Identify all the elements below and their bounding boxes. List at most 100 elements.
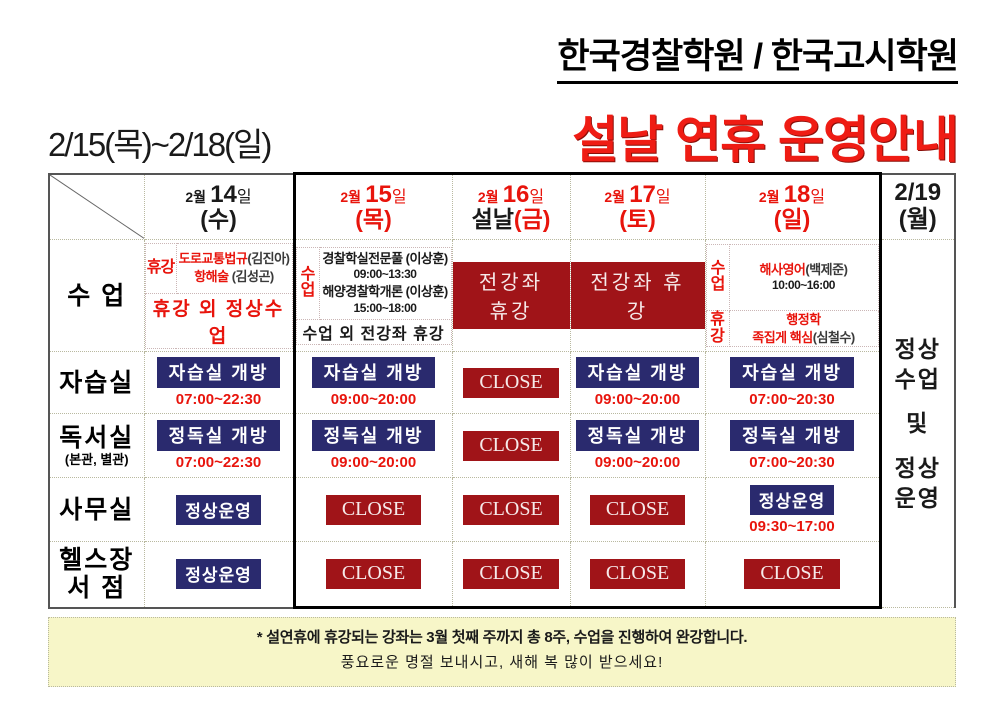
office-cell-feb17: CLOSE [569,477,706,542]
weekday-label: (수) [200,205,237,232]
footer-notes: * 설연휴에 휴강되는 강좌는 3월 첫째 주까지 총 8주, 수업을 진행하여… [48,617,956,687]
status-badge-close: CLOSE [589,559,686,589]
status-badge-open: 자습실 개방 [311,357,436,388]
weekday-label: (금) [513,205,551,232]
footer-line-2: 풍요로운 명절 보내시고, 새해 복 많이 받으세요! [340,654,664,671]
class-detail-list: 경찰학실전문풀 (이상훈) 09:00~13:30 해양경찰학개론 (이상훈) … [318,246,452,320]
row-class: 수 업 휴강 도로교통법규(김진아) 항해술 (김성곤) 휴강 외 정상수업 [48,239,956,608]
weekday-label: (월) [898,205,937,233]
class-tag-suspended: 휴강 [144,242,177,294]
date-label: 2/19 [894,178,942,206]
day-number: 14 [210,180,237,208]
status-badge-close: CLOSE [325,559,422,589]
academy-title: 한국경찰학원 / 한국고시학원 [557,28,959,84]
open-hours: 07:00~22:30 [175,454,262,471]
status-badge-close: CLOSE [463,559,559,589]
open-hours: 09:00~20:00 [330,391,417,408]
row-gym-bookstore: 헬스장 서 점 정상운영 CLOSE CLOSE CLOSE CLOSE [48,541,955,609]
reading-room-cell-feb15: 정독실 개방 09:00~20:00 [292,413,453,478]
day-unit: 일 [236,188,252,206]
open-hours: 09:00~20:00 [330,454,417,471]
month-label: 2월 [340,188,362,205]
class-item-name: 행정학 [786,311,821,327]
open-hours: 07:00~20:30 [749,454,835,471]
day-number: 17 [629,180,656,208]
status-badge-open: 정상운영 [176,494,261,525]
office-cell-feb15: CLOSE [292,477,453,542]
holiday-name: 설날 [471,205,514,232]
open-hours: 09:30~17:00 [749,517,835,535]
reading-room-cell-feb16: CLOSE [451,413,571,478]
title-row: 2/15(목)~2/18(일) 설날 연휴 운영안내 [48,100,959,172]
day-unit: 일 [655,188,671,206]
reading-room-cell-feb18: 정독실 개방 07:00~20:30 [704,413,882,478]
class-cell-feb17: 전강좌 휴강 [569,239,706,352]
study-room-cell-feb15: 자습실 개방 09:00~20:00 [292,351,453,414]
status-badge-open: 정상운영 [749,484,835,515]
gym-cell-feb16: CLOSE [451,541,571,609]
class-item: 항해술 (김성곤) [194,269,274,284]
column-header-feb17: 2월 17일 (토) [569,172,706,240]
weekday-label: (토) [619,205,656,232]
study-room-cell-feb16: CLOSE [451,351,571,414]
day-unit: 일 [391,188,407,206]
status-badge-open: 정독실 개방 [730,420,854,451]
class-detail-table: 휴강 도로교통법규(김진아) 항해술 (김성곤) 휴강 외 정상수업 [144,242,293,349]
row-label-class: 수 업 [48,239,145,352]
page-title: 설날 연휴 운영안내 [572,112,959,168]
row-label-office: 사무실 [48,477,145,542]
class-note-feb14: 휴강 외 정상수업 [144,292,293,349]
class-detail-table: 수업 경찰학실전문풀 (이상훈) 09:00~13:30 해양경찰학개론 (이상… [295,246,452,345]
status-badge-open: 정독실 개방 [156,420,281,451]
class-detail-table: 수업 해사영어(백제준) 10:00~16:00 휴강 행정학 족집게 핵심(심… [705,243,879,348]
status-badge-open: 자습실 개방 [730,357,854,388]
weekday-label: (목) [355,205,392,232]
status-badge-close: CLOSE [463,367,559,398]
gym-cell-feb17: CLOSE [569,541,706,609]
column-header-feb18: 2월 18일 (일) [704,172,882,240]
class-tag-open: 수업 [705,243,730,311]
status-badge-close: CLOSE [589,494,686,525]
gym-cell-feb18: CLOSE [704,541,882,609]
class-tag-suspended: 휴강 [705,309,730,348]
month-label: 2월 [758,188,780,205]
class-cell-feb16: 전강좌 휴강 [451,239,571,352]
status-badge-open: 정상운영 [176,559,261,590]
month-label: 2월 [604,188,626,205]
day-unit: 일 [529,188,545,206]
reading-room-cell-feb17: 정독실 개방 09:00~20:00 [569,413,706,478]
date-range-label: 2/15(목)~2/18(일) [48,126,272,163]
status-badge-close: CLOSE [463,430,559,461]
footer-line-1: * 설연휴에 휴강되는 강좌는 3월 첫째 주까지 총 8주, 수업을 진행하여… [256,629,748,646]
class-tag-open: 수업 [295,246,320,320]
table-header-row: 2월 14일 (수) 2월 15일 (목) 2월 16일 설날(금) [48,172,956,240]
row-sublabel: (본관, 별관) [64,451,129,467]
class-item-name: 경찰학실전문풀 (이상훈) [322,250,448,266]
monday-normal-cell: 정상 수업 및 정상 운영 [879,239,956,608]
office-cell-feb16: CLOSE [451,477,571,542]
schedule-table: 2월 14일 (수) 2월 15일 (목) 2월 16일 설날(금) [48,172,956,609]
status-badge-close: CLOSE [325,494,422,525]
class-item: 해사영어(백제준) [759,261,848,277]
row-label-gym-bookstore: 헬스장 서 점 [48,541,145,609]
gym-cell-feb15: CLOSE [292,541,453,609]
row-reading-room: 독서실 (본관, 별관) 정독실 개방 07:00~22:30 정독실 개방 0… [48,413,955,478]
corner-cell [48,172,145,240]
month-label: 2월 [185,188,207,205]
open-hours: 09:00~20:00 [594,454,681,471]
class-item-time: 15:00~18:00 [353,300,417,315]
class-detail-list: 해사영어(백제준) 10:00~16:00 [728,243,879,311]
office-cell-feb18: 정상운영 09:30~17:00 [704,477,882,542]
status-badge-open: 자습실 개방 [156,357,281,388]
class-item: 도로교통법규(김진아) [178,251,290,267]
class-cell-feb15: 수업 경찰학실전문풀 (이상훈) 09:00~13:30 해양경찰학개론 (이상… [292,239,453,352]
weekday-label: (일) [773,205,811,232]
class-note-feb15: 수업 외 전강좌 휴강 [295,318,452,345]
column-header-feb14: 2월 14일 (수) [143,172,295,240]
open-hours: 07:00~20:30 [749,391,835,408]
class-item: 족집게 핵심(심철수) [752,329,855,345]
open-hours: 07:00~22:30 [175,391,262,408]
class-item-time: 09:00~13:30 [353,267,417,282]
row-label-reading-room: 독서실 (본관, 별관) [48,413,145,478]
status-badge-all-suspended: 전강좌 휴강 [570,262,705,329]
